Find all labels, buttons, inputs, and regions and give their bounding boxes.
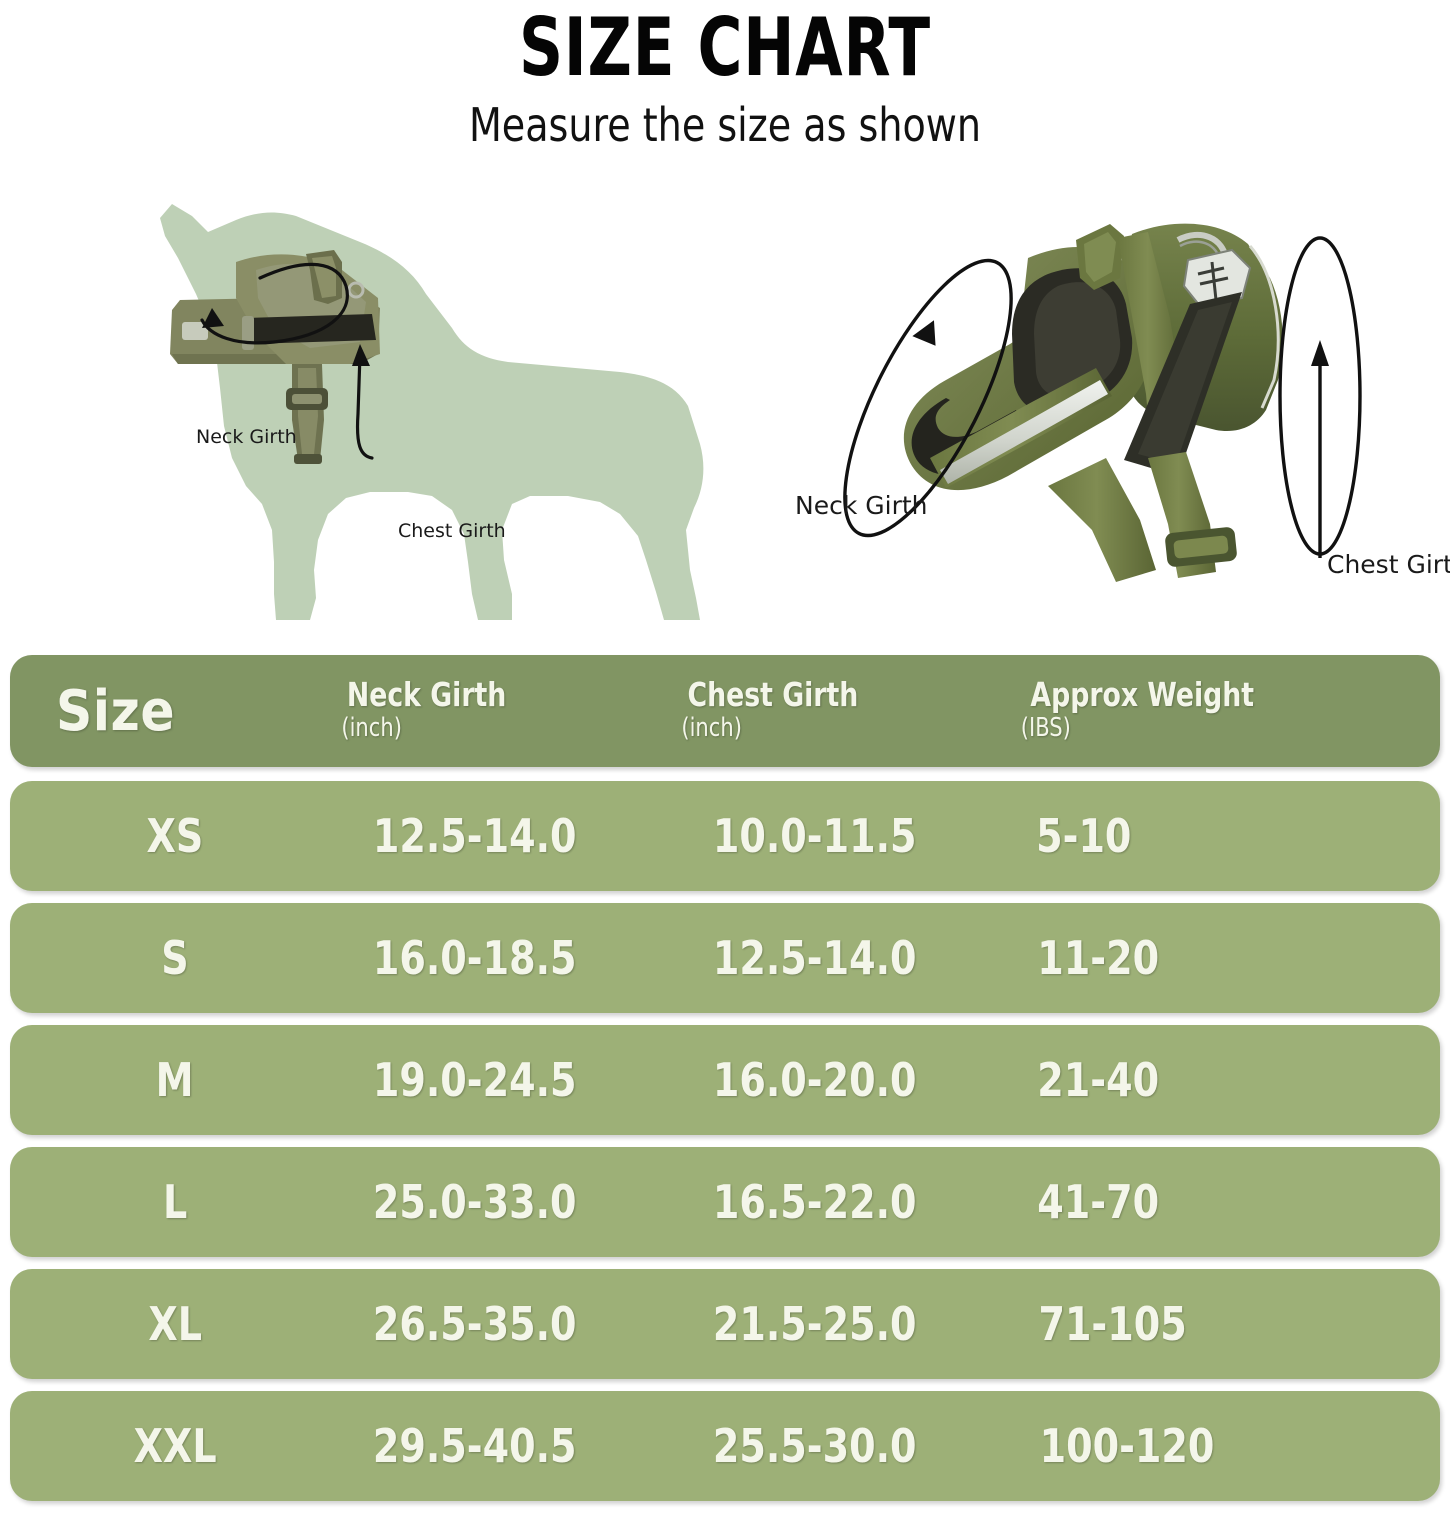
table-row: L 25.0-33.0 16.5-22.0 41-70 [10, 1147, 1440, 1257]
table-row: M 19.0-24.5 16.0-20.0 21-40 [10, 1025, 1440, 1135]
cell-size: M [40, 1025, 310, 1135]
value-chest-girth: 16.5-22.0 [713, 1175, 917, 1229]
cell-chest-girth: 16.5-22.0 [650, 1147, 980, 1257]
value-size: M [156, 1053, 194, 1107]
right-neck-girth-label: Neck Girth [795, 491, 928, 520]
value-chest-girth: 16.0-20.0 [713, 1053, 917, 1107]
value-chest-girth: 10.0-11.5 [713, 809, 917, 863]
value-neck-girth: 25.0-33.0 [373, 1175, 577, 1229]
cell-neck-girth: 19.0-24.5 [310, 1025, 640, 1135]
table-header-row: Size Neck Girth (inch) Chest Girth (inch… [10, 655, 1440, 767]
left-neck-girth-label: Neck Girth [196, 426, 297, 448]
page-header: SIZE CHART Measure the size as shown [0, 0, 1450, 153]
cell-chest-girth: 21.5-25.0 [650, 1269, 980, 1379]
header-unit-approx-weight: (IBS) [1020, 712, 1071, 743]
value-neck-girth: 26.5-35.0 [373, 1297, 577, 1351]
value-neck-girth: 16.0-18.5 [373, 931, 577, 985]
value-neck-girth: 19.0-24.5 [373, 1053, 577, 1107]
right-chest-girth-label: Chest Girth [1327, 550, 1450, 579]
cell-approx-weight: 11-20 [990, 903, 1320, 1013]
value-approx-weight: 11-20 [1037, 931, 1160, 985]
cell-chest-girth: 25.5-30.0 [650, 1391, 980, 1501]
harness-product-illustration [843, 223, 1362, 582]
cell-size: L [40, 1147, 310, 1257]
illustration-row: Neck Girth Chest Girth [0, 158, 1450, 628]
header-label-size: Size [56, 678, 176, 744]
value-chest-girth: 12.5-14.0 [713, 931, 917, 985]
dog-silhouette-illustration [160, 204, 704, 620]
header-label-approx-weight: Approx Weight [1030, 675, 1255, 715]
cell-neck-girth: 16.0-18.5 [310, 903, 640, 1013]
header-cell-size: Size [40, 655, 310, 767]
cell-chest-girth: 10.0-11.5 [650, 781, 980, 891]
header-cell-chest-girth: Chest Girth (inch) [650, 655, 980, 767]
header-unit-chest-girth: (inch) [681, 712, 742, 743]
value-chest-girth: 25.5-30.0 [713, 1419, 917, 1473]
table-row: XL 26.5-35.0 21.5-25.0 71-105 [10, 1269, 1440, 1379]
cell-neck-girth: 12.5-14.0 [310, 781, 640, 891]
table-row: XXL 29.5-40.5 25.5-30.0 100-120 [10, 1391, 1440, 1501]
value-approx-weight: 71-105 [1038, 1297, 1187, 1351]
header-unit-neck-girth: (inch) [341, 712, 402, 743]
cell-chest-girth: 12.5-14.0 [650, 903, 980, 1013]
value-chest-girth: 21.5-25.0 [713, 1297, 917, 1351]
cell-neck-girth: 29.5-40.5 [310, 1391, 640, 1501]
cell-approx-weight: 100-120 [990, 1391, 1320, 1501]
cell-size: S [40, 903, 310, 1013]
header-label-chest-girth: Chest Girth [687, 675, 859, 715]
value-approx-weight: 21-40 [1037, 1053, 1160, 1107]
cell-size: XS [40, 781, 310, 891]
cell-size: XL [40, 1269, 310, 1379]
size-chart-table: Size Neck Girth (inch) Chest Girth (inch… [0, 655, 1450, 1513]
value-size: XXL [133, 1419, 217, 1473]
value-size: L [162, 1175, 188, 1229]
value-size: S [161, 931, 189, 985]
value-neck-girth: 29.5-40.5 [373, 1419, 577, 1473]
value-approx-weight: 100-120 [1039, 1419, 1215, 1473]
header-cell-neck-girth: Neck Girth (inch) [310, 655, 640, 767]
cell-neck-girth: 25.0-33.0 [310, 1147, 640, 1257]
cell-approx-weight: 41-70 [990, 1147, 1320, 1257]
value-approx-weight: 41-70 [1037, 1175, 1160, 1229]
cell-size: XXL [40, 1391, 310, 1501]
cell-chest-girth: 16.0-20.0 [650, 1025, 980, 1135]
header-label-neck-girth: Neck Girth [346, 675, 507, 715]
cell-approx-weight: 5-10 [990, 781, 1320, 891]
page-subtitle: Measure the size as shown [468, 98, 982, 152]
table-row: XS 12.5-14.0 10.0-11.5 5-10 [10, 781, 1440, 891]
page-title: SIZE CHART [519, 1, 931, 94]
cell-approx-weight: 71-105 [990, 1269, 1320, 1379]
left-chest-girth-label: Chest Girth [398, 520, 506, 542]
table-row: S 16.0-18.5 12.5-14.0 11-20 [10, 903, 1440, 1013]
value-approx-weight: 5-10 [1036, 809, 1132, 863]
cell-approx-weight: 21-40 [990, 1025, 1320, 1135]
value-neck-girth: 12.5-14.0 [373, 809, 577, 863]
value-size: XS [146, 809, 204, 863]
header-cell-approx-weight: Approx Weight (IBS) [990, 655, 1320, 767]
value-size: XL [148, 1297, 202, 1351]
cell-neck-girth: 26.5-35.0 [310, 1269, 640, 1379]
